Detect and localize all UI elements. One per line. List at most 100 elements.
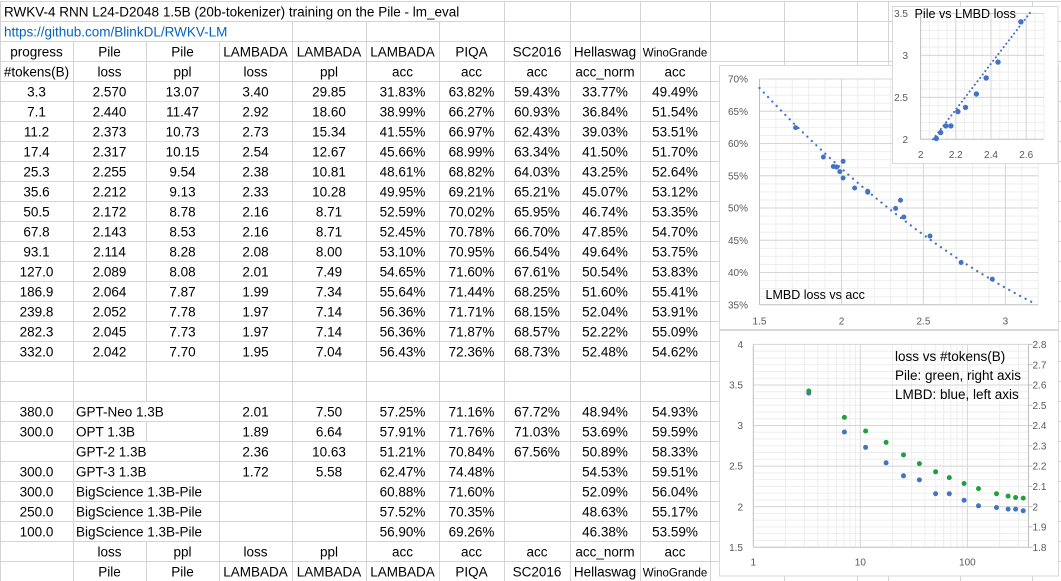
svg-text:12.67: 12.67: [312, 145, 346, 160]
svg-text:WinoGrande: WinoGrande: [643, 48, 708, 60]
svg-text:10.81: 10.81: [312, 165, 346, 180]
svg-text:2: 2: [902, 135, 908, 146]
svg-text:53.75%: 53.75%: [652, 245, 698, 260]
svg-text:71.87%: 71.87%: [449, 325, 495, 340]
svg-text:68.73%: 68.73%: [514, 345, 560, 360]
svg-text:46.74%: 46.74%: [582, 205, 628, 220]
svg-text:300.0: 300.0: [20, 485, 54, 500]
svg-text:57.91%: 57.91%: [380, 425, 426, 440]
svg-text:52.04%: 52.04%: [582, 305, 628, 320]
svg-text:70.35%: 70.35%: [449, 505, 495, 520]
svg-text:56.04%: 56.04%: [652, 485, 698, 500]
svg-text:10: 10: [855, 557, 867, 568]
svg-text:52.64%: 52.64%: [652, 165, 698, 180]
svg-text:Pile: Pile: [98, 45, 121, 60]
svg-text:LAMBADA: LAMBADA: [223, 45, 288, 60]
svg-text:2.92: 2.92: [242, 105, 268, 120]
svg-text:ppl: ppl: [173, 65, 191, 80]
svg-text:62.47%: 62.47%: [380, 465, 426, 480]
svg-text:ppl: ppl: [173, 545, 191, 560]
svg-text:68.99%: 68.99%: [449, 145, 495, 160]
svg-text:2.01: 2.01: [242, 405, 268, 420]
svg-text:2.6: 2.6: [1033, 381, 1047, 392]
svg-text:10.63: 10.63: [312, 445, 346, 460]
svg-text:2.114: 2.114: [93, 245, 126, 260]
svg-text:70.95%: 70.95%: [449, 245, 495, 260]
svg-text:7.1: 7.1: [27, 105, 46, 120]
svg-text:25.3: 25.3: [23, 165, 49, 180]
svg-text:Pile: Pile: [98, 565, 121, 580]
svg-text:93.1: 93.1: [23, 245, 49, 260]
svg-text:71.71%: 71.71%: [449, 305, 495, 320]
svg-text:3: 3: [1003, 317, 1009, 328]
svg-text:2.38: 2.38: [242, 165, 268, 180]
svg-text:52.45%: 52.45%: [380, 225, 426, 240]
svg-text:https://github.com/BlinkDL/RWK: https://github.com/BlinkDL/RWKV-LM: [4, 25, 227, 40]
svg-text:Hellaswag: Hellaswag: [574, 565, 636, 580]
svg-text:2: 2: [737, 502, 743, 513]
svg-text:2.052: 2.052: [93, 305, 127, 320]
svg-text:#tokens(B): #tokens(B): [4, 65, 69, 80]
svg-text:186.9: 186.9: [20, 285, 54, 300]
svg-text:65%: 65%: [728, 107, 748, 118]
svg-text:4: 4: [737, 340, 743, 351]
svg-text:332.0: 332.0: [20, 345, 54, 360]
svg-text:69.26%: 69.26%: [449, 525, 495, 540]
svg-text:loss: loss: [97, 545, 121, 560]
svg-text:3.3: 3.3: [27, 85, 46, 100]
svg-text:acc: acc: [526, 545, 547, 560]
svg-text:56.90%: 56.90%: [380, 525, 426, 540]
svg-text:2.7: 2.7: [1033, 360, 1047, 371]
svg-text:282.3: 282.3: [20, 325, 54, 340]
svg-text:2.255: 2.255: [93, 165, 127, 180]
svg-text:50.5: 50.5: [23, 205, 49, 220]
svg-text:LAMBADA: LAMBADA: [297, 565, 362, 580]
svg-text:8.00: 8.00: [316, 245, 342, 260]
svg-text:127.0: 127.0: [20, 265, 54, 280]
svg-text:57.25%: 57.25%: [380, 405, 426, 420]
svg-text:49.64%: 49.64%: [582, 245, 628, 260]
svg-text:41.50%: 41.50%: [582, 145, 628, 160]
svg-text:53.91%: 53.91%: [652, 305, 698, 320]
svg-text:acc: acc: [392, 65, 413, 80]
svg-text:10.15: 10.15: [166, 145, 200, 160]
svg-text:SC2016: SC2016: [513, 565, 562, 580]
svg-text:2.2: 2.2: [949, 150, 963, 161]
svg-text:2.5: 2.5: [1033, 401, 1047, 412]
svg-text:BigScience 1.3B-Pile: BigScience 1.3B-Pile: [76, 505, 202, 520]
svg-text:57.52%: 57.52%: [380, 505, 426, 520]
svg-text:69.21%: 69.21%: [449, 185, 495, 200]
svg-text:53.35%: 53.35%: [652, 205, 698, 220]
svg-text:60.93%: 60.93%: [514, 105, 560, 120]
svg-text:2.5: 2.5: [916, 317, 930, 328]
svg-text:2.4: 2.4: [1033, 421, 1047, 432]
svg-text:2.373: 2.373: [93, 125, 127, 140]
svg-text:51.54%: 51.54%: [652, 105, 698, 120]
svg-text:2: 2: [839, 317, 845, 328]
svg-text:7.50: 7.50: [316, 405, 342, 420]
svg-text:70.78%: 70.78%: [449, 225, 495, 240]
svg-text:68.82%: 68.82%: [449, 165, 495, 180]
svg-text:11.47: 11.47: [166, 105, 199, 120]
svg-text:66.54%: 66.54%: [514, 245, 560, 260]
svg-text:2.33: 2.33: [242, 185, 268, 200]
svg-text:71.60%: 71.60%: [449, 265, 495, 280]
svg-text:LAMBADA: LAMBADA: [370, 565, 435, 580]
svg-text:BigScience 1.3B-Pile: BigScience 1.3B-Pile: [76, 525, 202, 540]
svg-text:54.53%: 54.53%: [582, 465, 628, 480]
svg-text:53.59%: 53.59%: [652, 525, 698, 540]
svg-text:2.1: 2.1: [1033, 482, 1047, 493]
svg-text:2.089: 2.089: [93, 265, 127, 280]
svg-text:49.95%: 49.95%: [380, 185, 426, 200]
svg-text:65.95%: 65.95%: [514, 205, 560, 220]
svg-text:2.6: 2.6: [1019, 150, 1033, 161]
svg-text:2.440: 2.440: [93, 105, 127, 120]
svg-text:2.212: 2.212: [93, 185, 127, 200]
svg-text:7.14: 7.14: [316, 305, 343, 320]
svg-text:BigScience 1.3B-Pile: BigScience 1.3B-Pile: [76, 485, 202, 500]
svg-text:48.94%: 48.94%: [582, 405, 628, 420]
svg-text:WinoGrande: WinoGrande: [643, 568, 708, 580]
svg-text:68.25%: 68.25%: [514, 285, 560, 300]
svg-text:50.54%: 50.54%: [582, 265, 628, 280]
svg-text:48.63%: 48.63%: [582, 505, 628, 520]
